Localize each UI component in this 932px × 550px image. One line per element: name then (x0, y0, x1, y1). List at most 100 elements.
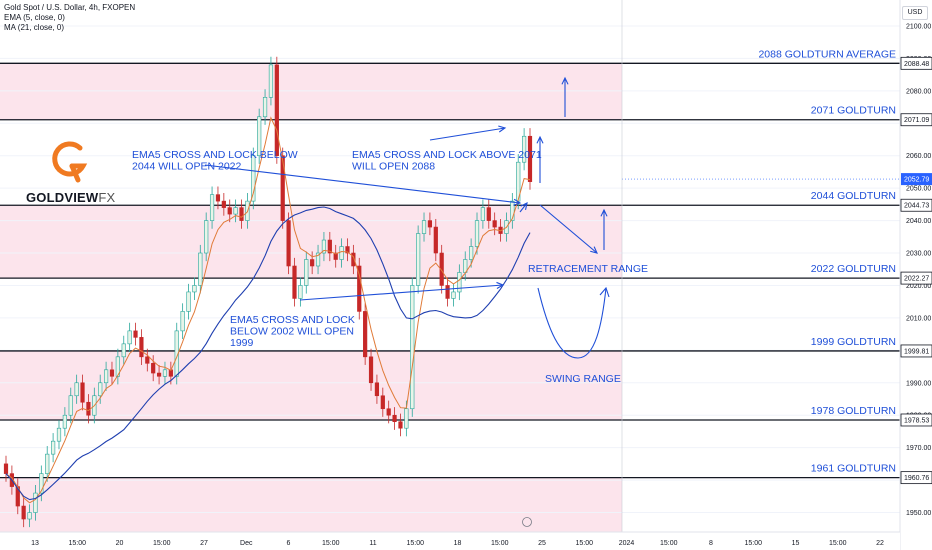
candle-body (492, 220, 497, 228)
candle-body (39, 473, 44, 494)
currency-button[interactable]: USD (902, 6, 928, 20)
arrow-to-2044 (204, 164, 521, 204)
candle-body (339, 246, 344, 260)
candle-body (62, 414, 67, 429)
level-label: 2071 GOLDTURN (811, 105, 896, 117)
arrow-to-2022-head (496, 281, 505, 289)
candle-body (380, 395, 385, 410)
level-tag: 2022.27 (904, 276, 929, 283)
time-tick: 11 (369, 540, 376, 547)
candle-body (410, 285, 415, 410)
swing-curve (537, 287, 607, 359)
level-tag-box (900, 271, 932, 285)
level-tag-box (900, 198, 932, 212)
time-tick: 25 (538, 540, 546, 547)
candle-body (221, 200, 226, 208)
candle-body (368, 356, 374, 384)
candle-body (233, 207, 238, 215)
candle-body (21, 505, 26, 520)
candle-body (286, 220, 291, 267)
time-tick: Dec (240, 540, 253, 547)
arrow-to-2071 (429, 127, 506, 141)
arrow-to-2071-head (498, 125, 507, 133)
time-tick: 15:00 (153, 540, 171, 547)
candle-body (109, 369, 115, 377)
candle-body (198, 252, 203, 286)
time-axis: 13 15:00 20 15:00 27 Dec 6 15:00 11 15:00 18 15:00 2… (0, 531, 900, 550)
price-tick: 2100.00 (906, 23, 931, 30)
chart-legend: Gold Spot / U.S. Dollar, 4h, FXOPEN EMA … (4, 3, 135, 33)
candle-body (68, 395, 73, 416)
candle-body (310, 259, 315, 267)
level-label: 2044 GOLDTURN (811, 190, 896, 202)
price-tick: 1970.00 (906, 445, 931, 452)
ma21-line (5, 206, 531, 501)
annotation-text: 1999 (230, 337, 254, 349)
swing-curve-head (599, 286, 610, 298)
price-axis: 1950.001960.001970.001980.001990.002000.… (899, 0, 932, 550)
candle-body (115, 356, 120, 377)
arrow-up-2088-head (561, 76, 569, 85)
price-tick: 2040.00 (906, 218, 931, 225)
candle-body (315, 252, 321, 267)
candle-body (257, 116, 262, 157)
arrow-retracement-head (590, 246, 598, 254)
time-tick: 15:00 (744, 540, 762, 547)
level-tag: 1999.81 (904, 348, 929, 355)
candle-body (333, 252, 338, 260)
candle-body (151, 363, 156, 374)
time-tick: 2024 (619, 540, 635, 547)
level-label: 1999 GOLDTURN (811, 336, 896, 348)
level-tag-box (900, 56, 932, 70)
time-tick: 15:00 (406, 540, 424, 547)
price-tick: 1950.00 (906, 510, 931, 517)
arrow-break-2044 (519, 202, 528, 213)
candle-body (74, 382, 79, 397)
candle-body (392, 414, 397, 423)
time-tick: 15:00 (491, 540, 509, 547)
candle-body (127, 330, 132, 345)
time-tick: 6 (287, 540, 291, 547)
analysis-drawings (204, 0, 623, 532)
candle-body (274, 64, 279, 157)
ema5-line (5, 116, 531, 504)
candle-body (522, 135, 527, 163)
candle-body (363, 311, 368, 358)
level-tag: 1960.76 (904, 475, 929, 482)
pink-zone (0, 350, 622, 420)
candle-body (80, 382, 85, 403)
candle-body (145, 356, 150, 364)
candle-body (86, 401, 91, 416)
time-tick: 15:00 (68, 540, 86, 547)
candle-body (56, 427, 62, 442)
last-price-tag: 2052.79 (904, 177, 929, 184)
ema-legend: EMA (5, close, 0) (4, 13, 65, 22)
price-tick: 2050.00 (906, 186, 931, 193)
level-label: 1961 GOLDTURN (811, 463, 896, 475)
level-tag: 2088.48 (904, 61, 929, 68)
arrow-retracement (539, 204, 598, 254)
time-tick: 15 (792, 540, 800, 547)
candle-body (3, 463, 9, 474)
level-label: 2022 GOLDTURN (811, 263, 896, 275)
candle-body (351, 252, 356, 267)
candle-body (451, 291, 456, 299)
candle-body (251, 155, 256, 202)
level-tag: 2044.73 (904, 203, 929, 210)
candle-body (209, 194, 215, 221)
candle-body (280, 155, 285, 221)
arrow-to-2022 (299, 284, 504, 301)
level-tag-box (900, 413, 932, 427)
arrow-to-2044-head (513, 198, 522, 206)
candle-body (133, 330, 138, 338)
goldturn-zones (0, 63, 622, 532)
event-flag-icon (522, 517, 532, 527)
candle-body (445, 285, 450, 299)
symbol-title: Gold Spot / U.S. Dollar, 4h, FXOPEN (4, 3, 136, 12)
time-tick: 8 (709, 540, 713, 547)
time-tick: 15:00 (829, 540, 847, 547)
annotation-text: EMA5 CROSS AND LOCK (230, 314, 355, 326)
candle-body (51, 440, 56, 455)
